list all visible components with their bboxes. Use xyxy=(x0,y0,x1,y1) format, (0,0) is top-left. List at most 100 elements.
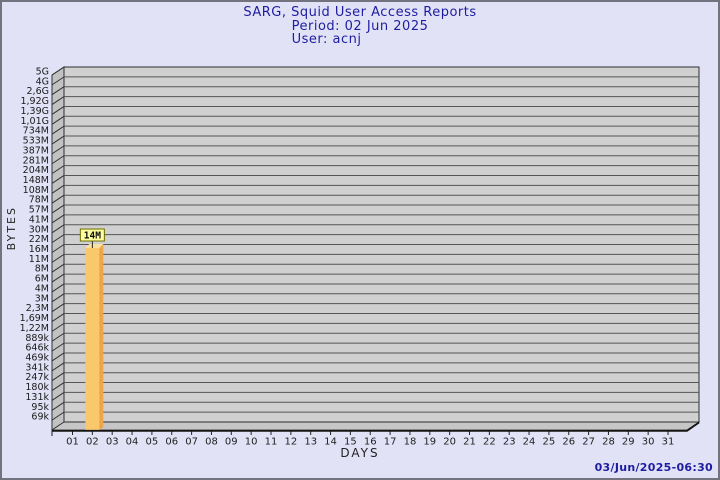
x-tick-label: 22 xyxy=(483,437,496,448)
x-tick-label: 26 xyxy=(562,437,575,448)
y-tick xyxy=(51,293,65,303)
x-tick-label: 19 xyxy=(423,437,436,448)
y-tick-label: 131k xyxy=(25,392,49,403)
y-tick xyxy=(51,86,65,96)
axis-floor xyxy=(50,421,701,431)
x-tick-label: 05 xyxy=(146,437,159,448)
y-tick xyxy=(51,411,65,421)
gridlines-group xyxy=(51,66,699,421)
y-tick xyxy=(51,96,65,105)
x-axis-group xyxy=(51,421,700,436)
x-tick-label: 30 xyxy=(642,437,655,448)
y-tick-label: 533M xyxy=(23,136,49,147)
x-tick-label: 17 xyxy=(384,437,397,448)
y-tick-label: 1,92G xyxy=(20,96,49,107)
y-tick-label: 646k xyxy=(25,343,49,354)
y-tick xyxy=(51,106,65,115)
chart-header: SARG, Squid User Access Reports Period: … xyxy=(2,6,718,46)
bar-value-label: 14M xyxy=(84,231,101,242)
y-tick xyxy=(51,194,65,204)
x-tick-label: 31 xyxy=(662,437,675,448)
x-tick-label: 11 xyxy=(265,437,278,448)
y-tick-label: 22M xyxy=(29,234,49,245)
y-tick-label: 5G xyxy=(36,67,49,78)
chart-subtitle-block: Period: 02 Jun 2025 User: acnj xyxy=(292,20,429,46)
y-tick-label: 247k xyxy=(25,372,49,383)
chart-period: Period: 02 Jun 2025 xyxy=(291,19,429,34)
y-tick-label: 148M xyxy=(23,175,49,186)
y-tick xyxy=(51,175,65,184)
y-tick xyxy=(51,155,65,165)
y-tick xyxy=(51,263,65,273)
y-tick xyxy=(51,392,65,401)
y-tick-label: 108M xyxy=(23,185,49,196)
y-tick-label: 180k xyxy=(25,382,49,393)
y-tick-label: 889k xyxy=(25,333,49,344)
x-tick-label: 18 xyxy=(404,437,417,448)
x-axis-baseline xyxy=(52,421,700,432)
y-tick xyxy=(51,76,65,86)
y-tick xyxy=(51,224,65,234)
x-tick-label: 23 xyxy=(503,437,516,448)
y-tick xyxy=(51,135,65,145)
x-axis-title: DAYS xyxy=(340,446,380,460)
y-tick-label: 69k xyxy=(31,412,49,423)
y-tick-label: 1,39G xyxy=(20,106,49,117)
generated-timestamp: 03/Jun/2025-06:30 xyxy=(594,461,713,474)
y-tick-label: 341k xyxy=(25,362,49,373)
y-tick-label: 387M xyxy=(23,145,49,156)
x-tick-label: 15 xyxy=(344,437,357,448)
y-tick xyxy=(51,322,65,332)
x-tick-label: 21 xyxy=(463,437,476,448)
y-tick-label: 2,3M xyxy=(26,303,49,314)
y-tick-label: 16M xyxy=(29,244,49,255)
y-tick xyxy=(51,165,65,175)
bar-top xyxy=(85,244,104,249)
x-tick-label: 04 xyxy=(126,437,139,448)
y-tick xyxy=(51,273,65,283)
x-tick-label: 03 xyxy=(106,437,119,448)
y-tick xyxy=(51,234,65,244)
y-tick xyxy=(51,244,65,253)
y-tick xyxy=(51,253,65,263)
y-tick-label: 41M xyxy=(29,214,49,225)
chart-user: User: acnj xyxy=(291,32,362,47)
y-tick xyxy=(51,283,65,293)
y-tick-label: 469k xyxy=(25,352,49,363)
y-tick-label: 281M xyxy=(23,155,49,166)
y-tick xyxy=(51,313,65,322)
bar-face xyxy=(85,248,100,431)
y-tick xyxy=(51,214,65,224)
x-tick-label: 06 xyxy=(165,437,178,448)
y-tick xyxy=(51,332,65,342)
y-tick-label: 78M xyxy=(29,195,49,206)
x-tick-label: 28 xyxy=(602,437,615,448)
x-tick-label: 27 xyxy=(582,437,595,448)
y-tick xyxy=(51,125,65,135)
x-tick-label: 14 xyxy=(324,437,337,448)
x-tick-label: 02 xyxy=(86,437,99,448)
plot-3d-frame xyxy=(50,66,701,431)
y-tick-label: 204M xyxy=(23,165,49,176)
y-tick xyxy=(51,204,65,214)
y-tick-label: 95k xyxy=(31,402,49,413)
y-tick-label: 4M xyxy=(35,283,49,294)
x-tick-label: 10 xyxy=(245,437,258,448)
x-tick-label: 24 xyxy=(523,437,536,448)
y-tick xyxy=(51,352,65,362)
y-tick-label: 11M xyxy=(29,254,49,265)
x-tick-label: 29 xyxy=(622,437,635,448)
bars-group: 14M xyxy=(79,228,105,431)
x-tick-label: 16 xyxy=(364,437,377,448)
y-tick-label: 8M xyxy=(35,264,49,275)
y-tick xyxy=(51,342,65,352)
y-tick-label: 1,01G xyxy=(20,116,49,127)
y-tick-label: 6M xyxy=(35,274,49,285)
x-tick-label: 01 xyxy=(66,437,79,448)
chart-title: SARG, Squid User Access Reports xyxy=(243,5,477,20)
day-bar: 14M xyxy=(79,228,105,431)
y-tick xyxy=(51,66,65,76)
y-tick-label: 734M xyxy=(23,126,49,137)
